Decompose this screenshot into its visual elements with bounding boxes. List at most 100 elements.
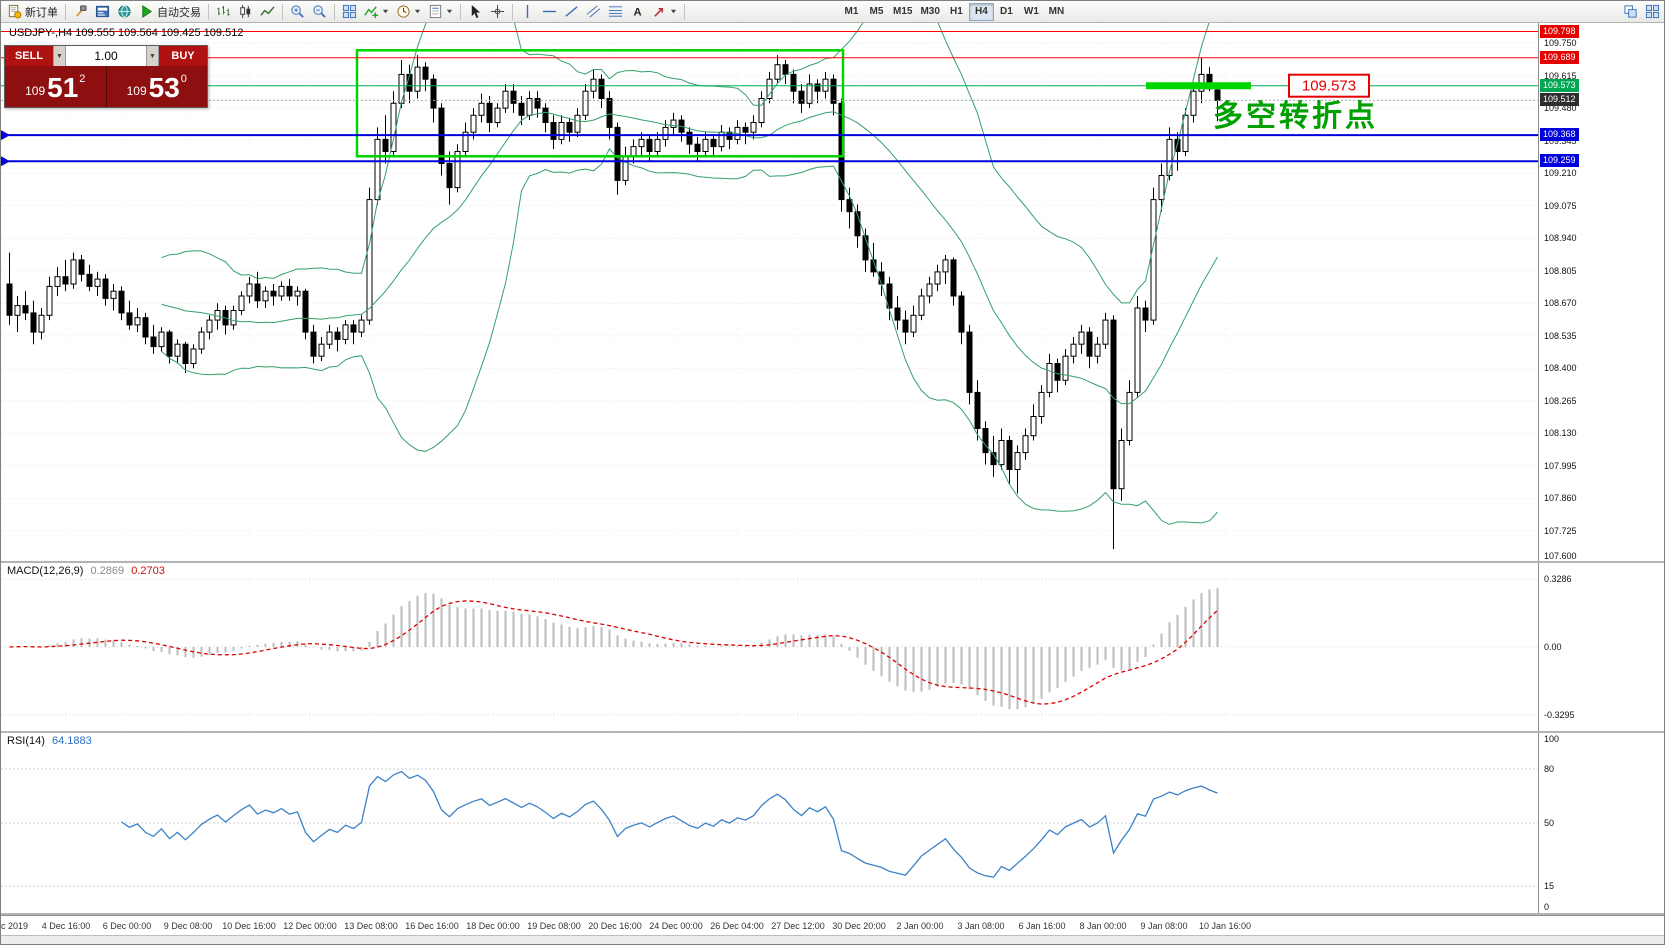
rsi-label: RSI(14) 64.1883 xyxy=(7,735,92,747)
time-axis-label: 3 Jan 08:00 xyxy=(957,921,1005,931)
price-axis-label: 109.210 xyxy=(1544,168,1577,179)
rsi-axis: 100 80 50 15 0 xyxy=(1538,733,1664,913)
rsi-svg[interactable] xyxy=(1,733,1538,913)
price-chart-canvas[interactable]: 109.573 多空转折点 xyxy=(1,23,1538,561)
window-list-button[interactable] xyxy=(1642,2,1663,22)
terminal-button[interactable] xyxy=(92,2,113,22)
time-axis-label: 18 Dec 00:00 xyxy=(466,921,520,931)
rsi-panel[interactable]: RSI(14) 64.1883 xyxy=(1,733,1538,913)
macd-canvas[interactable] xyxy=(1,563,1538,731)
buy-button[interactable]: BUY xyxy=(159,46,207,66)
toolbar-separator xyxy=(208,3,209,20)
buy-price[interactable]: 109 53 0 xyxy=(107,66,208,107)
macd-name: MACD(12,26,9) xyxy=(7,565,84,577)
panel-separator[interactable] xyxy=(1,561,1664,563)
svg-text:多空转折点: 多空转折点 xyxy=(1213,100,1378,133)
time-axis-label: 8 Jan 00:00 xyxy=(1079,921,1127,931)
panel-separator[interactable] xyxy=(1,731,1664,733)
zoom-in-icon xyxy=(290,4,305,19)
sell-dropdown-icon[interactable]: ▼ xyxy=(53,46,66,66)
time-axis[interactable]: 3 Dec 2019 4 Dec 16:00 6 Dec 00:00 9 Dec 08… xyxy=(1,915,1664,935)
timeframe-m30[interactable]: M30 xyxy=(920,6,940,17)
candles-icon xyxy=(238,4,253,19)
horizontal-line-button[interactable] xyxy=(539,2,560,22)
indicators-button[interactable] xyxy=(361,2,392,22)
dropdown-caret-icon[interactable] xyxy=(382,8,389,15)
timeframe-h4[interactable]: H4 xyxy=(968,2,994,21)
sell-price[interactable]: 109 51 2 xyxy=(5,66,106,107)
text-icon: A xyxy=(630,4,645,19)
price-axis-tag: 109.512 xyxy=(1540,93,1579,107)
cursor-icon xyxy=(468,4,483,19)
help-button[interactable] xyxy=(114,2,135,22)
volume-input[interactable] xyxy=(66,46,146,66)
tile-icon xyxy=(1645,4,1660,19)
price-axis-tag: 109.259 xyxy=(1540,154,1579,168)
rsi-value: 64.1883 xyxy=(51,735,92,747)
price-chart-panel[interactable]: 109.573 多空转折点 USDJPY-,H4 109.555 109.564 … xyxy=(1,23,1538,561)
new-chart-window-button[interactable] xyxy=(1620,2,1641,22)
time-axis-label: 3 Dec 2019 xyxy=(1,921,29,931)
text-button[interactable]: A xyxy=(627,2,648,22)
time-axis-label: 27 Dec 12:00 xyxy=(771,921,825,931)
arrows-icon xyxy=(652,4,667,19)
bar-chart-button[interactable] xyxy=(213,2,234,22)
timeframe-m1[interactable]: M1 xyxy=(844,6,859,17)
price-axis-label: 108.940 xyxy=(1544,233,1577,244)
hammer-icon xyxy=(73,4,88,19)
zoom-in-button[interactable] xyxy=(287,2,308,22)
fibonacci-button[interactable] xyxy=(605,2,626,22)
clock-icon xyxy=(396,4,411,19)
time-axis-label: 12 Dec 00:00 xyxy=(283,921,337,931)
time-axis-label: 6 Dec 00:00 xyxy=(102,921,152,931)
macd-axis-label: -0.3295 xyxy=(1544,709,1575,720)
svg-text:A: A xyxy=(633,6,641,18)
vertical-line-button[interactable] xyxy=(517,2,538,22)
price-axis-label: 109.615 xyxy=(1544,70,1577,81)
macd-axis-label: 0.00 xyxy=(1544,642,1562,652)
equidistant-channel-button[interactable] xyxy=(583,2,604,22)
buy-price-prefix: 109 xyxy=(126,84,147,98)
new-order-button[interactable]: 新订单 xyxy=(4,2,61,22)
zoom-out-button[interactable] xyxy=(309,2,330,22)
rsi-canvas[interactable] xyxy=(1,733,1538,913)
macd-panel[interactable]: MACD(12,26,9) 0.2869 0.2703 xyxy=(1,563,1538,731)
line-chart-button[interactable] xyxy=(257,2,278,22)
macd-svg[interactable] xyxy=(1,563,1538,731)
auto-trading-button[interactable]: 自动交易 xyxy=(136,2,204,22)
timeframe-m15[interactable]: M15 xyxy=(893,6,913,17)
trendline-button[interactable] xyxy=(561,2,582,22)
dropdown-caret-icon[interactable] xyxy=(414,8,421,15)
rsi-axis-label: 15 xyxy=(1544,881,1555,891)
periods-button[interactable] xyxy=(393,2,424,22)
metaeditor-button[interactable] xyxy=(70,2,91,22)
timeframe-mn[interactable]: MN xyxy=(1048,6,1065,17)
timeframe-w1[interactable]: W1 xyxy=(1023,6,1039,17)
play-icon xyxy=(139,4,154,19)
timeframe-d1[interactable]: D1 xyxy=(1000,6,1013,17)
dropdown-caret-icon[interactable] xyxy=(670,8,677,15)
candlestick-chart-button[interactable] xyxy=(235,2,256,22)
templates-button[interactable] xyxy=(425,2,456,22)
bars-icon xyxy=(216,4,231,19)
timeframe-m5[interactable]: M5 xyxy=(869,6,884,17)
tile-windows-button[interactable] xyxy=(339,2,360,22)
globe-icon xyxy=(117,4,132,19)
timeframe-h1[interactable]: H1 xyxy=(950,6,963,17)
price-chart-svg[interactable]: 109.573 多空转折点 xyxy=(1,23,1538,561)
window-bottom-strip xyxy=(1,935,1664,944)
sell-button[interactable]: SELL xyxy=(5,46,53,66)
arrows-button[interactable] xyxy=(649,2,680,22)
volume-dropdown-icon[interactable]: ▼ xyxy=(146,46,159,66)
time-axis-label: 9 Dec 08:00 xyxy=(163,921,213,931)
price-axis-tag: 109.798 xyxy=(1540,24,1579,38)
time-axis-label: 6 Jan 16:00 xyxy=(1018,921,1066,931)
crosshair-button[interactable] xyxy=(487,2,508,22)
toolbar-separator xyxy=(334,3,335,20)
price-axis-label: 108.535 xyxy=(1544,330,1577,341)
cursor-button[interactable] xyxy=(465,2,486,22)
dropdown-caret-icon[interactable] xyxy=(446,8,453,15)
panel-separator[interactable] xyxy=(1,913,1664,915)
price-axis-label: 109.480 xyxy=(1544,103,1577,114)
price-axis-label: 109.750 xyxy=(1544,38,1577,48)
